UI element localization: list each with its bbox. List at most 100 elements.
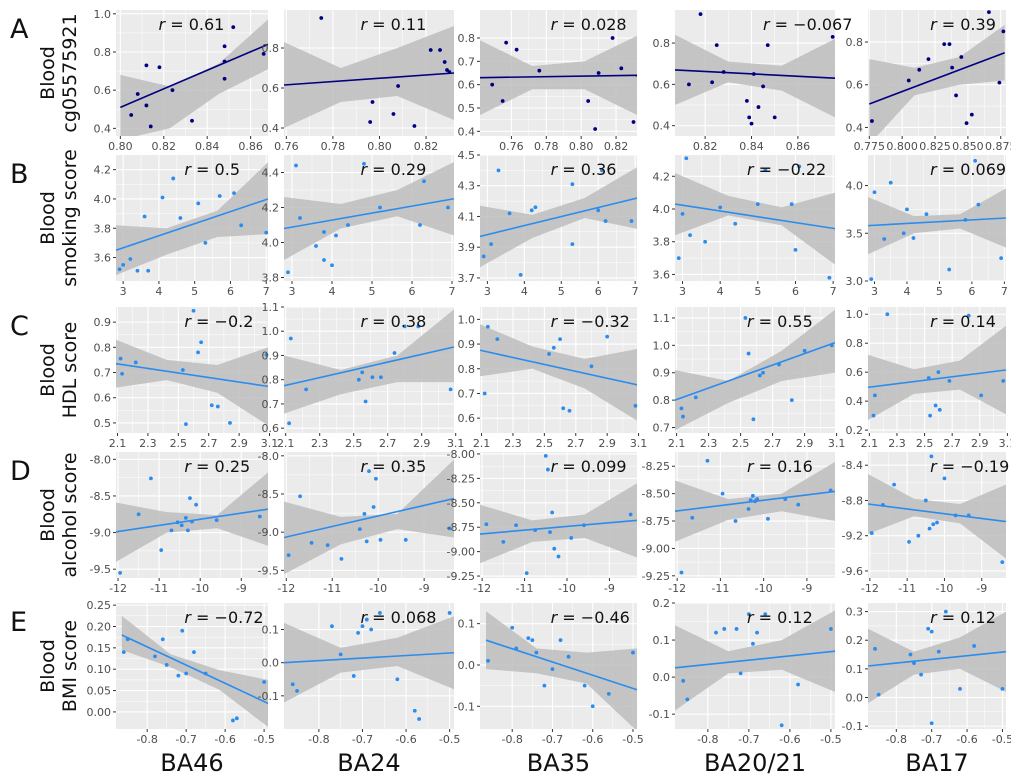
x-tick-label: -0.8 xyxy=(697,733,718,746)
correlation-label: r = 0.069 xyxy=(930,160,1006,179)
correlation-label: r = −0.46 xyxy=(551,608,630,627)
data-point xyxy=(959,55,964,59)
data-point xyxy=(142,214,147,219)
regression-line xyxy=(284,651,454,664)
y-tick-label: -9.0 xyxy=(258,526,279,539)
x-tick-label: 0.775 xyxy=(854,140,886,153)
y-tick-label: -8.25 xyxy=(642,460,670,473)
x-tick-label: -11 xyxy=(711,582,729,595)
data-point xyxy=(566,654,571,659)
data-point xyxy=(882,237,887,241)
correlation-label: r = 0.16 xyxy=(747,457,813,476)
data-point xyxy=(685,697,690,702)
data-point xyxy=(789,398,794,403)
x-tick-label: 2.9 xyxy=(971,437,989,450)
data-point xyxy=(298,216,302,220)
data-point xyxy=(802,348,807,353)
data-point xyxy=(679,570,684,575)
x-tick-label: -0.6 xyxy=(214,733,235,746)
x-tick-label: -0.8 xyxy=(886,733,907,746)
x-tick-label: -0.6 xyxy=(395,733,416,746)
data-point xyxy=(215,404,220,409)
data-point xyxy=(933,403,938,408)
data-point xyxy=(733,221,738,226)
data-point xyxy=(373,476,378,481)
correlation-label: r = 0.38 xyxy=(361,312,427,331)
y-tick-label: -0.1 xyxy=(454,700,475,713)
data-point xyxy=(929,721,934,726)
data-point xyxy=(942,42,947,47)
data-point xyxy=(363,399,368,404)
y-tick-label: 1.0 xyxy=(262,325,280,338)
y-tick-label: 3.8 xyxy=(94,222,112,235)
y-tick-label: 4.0 xyxy=(653,203,671,216)
data-point xyxy=(1000,560,1005,565)
data-point xyxy=(603,219,608,223)
y-tick-label: 0.6 xyxy=(458,79,476,92)
data-point xyxy=(734,627,739,631)
data-point xyxy=(718,205,723,210)
data-point xyxy=(958,687,962,691)
data-point xyxy=(534,650,539,655)
x-tick-label: 2.9 xyxy=(598,437,616,450)
data-point xyxy=(917,67,922,72)
data-point xyxy=(500,99,505,103)
y-tick-label: 0.3 xyxy=(846,606,864,619)
data-point xyxy=(184,671,189,676)
y-tick-label: 0.5 xyxy=(94,417,112,430)
x-tick-label: -11 xyxy=(323,582,341,595)
regression-line xyxy=(480,519,637,535)
data-point xyxy=(537,68,542,73)
y-tick-label: 4.0 xyxy=(846,180,864,193)
y-tick-label: 4.4 xyxy=(262,167,280,180)
x-tick-label: -10 xyxy=(755,582,773,595)
data-point xyxy=(133,360,138,365)
data-point xyxy=(290,682,295,687)
data-point xyxy=(125,637,130,642)
data-point xyxy=(733,519,738,523)
data-point xyxy=(738,671,743,676)
correlation-label: r = 0.35 xyxy=(361,457,427,476)
data-point xyxy=(570,182,575,187)
data-point xyxy=(129,113,134,117)
data-point xyxy=(705,458,710,463)
data-point xyxy=(750,493,755,498)
y-tick-label: 0.0 xyxy=(458,659,476,672)
regression-line xyxy=(284,497,454,539)
scatter-panel: 0.80 0.82 0.84 0.86 0.4 0.6 0.8 1.0 r = 0.61 xyxy=(94,8,268,153)
x-tick-label: 3.1 xyxy=(999,437,1011,450)
y-tick-label: -8.5 xyxy=(90,490,111,503)
x-tick-label: -0.5 xyxy=(992,733,1011,746)
x-tick-label: -10 xyxy=(369,582,387,595)
x-tick-label: -10 xyxy=(558,582,576,595)
data-point xyxy=(876,692,881,697)
data-point xyxy=(550,667,555,671)
data-point xyxy=(714,630,718,635)
data-point xyxy=(121,650,126,655)
x-tick-label: -11 xyxy=(150,582,168,595)
x-tick-label: -0.8 xyxy=(136,733,157,746)
data-point xyxy=(184,422,188,427)
data-point xyxy=(924,212,929,217)
row-label-line: BMI score xyxy=(59,620,81,712)
data-point xyxy=(693,395,698,400)
x-tick-label: 5 xyxy=(754,285,761,298)
data-point xyxy=(222,76,227,81)
y-tick-label: 3.6 xyxy=(653,268,671,281)
x-tick-label: 2.7 xyxy=(200,437,218,450)
data-point xyxy=(377,611,382,615)
data-point xyxy=(912,661,916,666)
data-point xyxy=(504,40,509,45)
y-tick-label: 0.7 xyxy=(458,55,476,68)
scatter-panel: -0.8 -0.7 -0.6 -0.5 0.3 0.2 0.1 0.0 -0.1 r = 0.12 xyxy=(842,603,1011,746)
data-point xyxy=(881,502,885,507)
data-point xyxy=(596,208,601,213)
data-point xyxy=(438,48,442,52)
data-point xyxy=(370,375,375,380)
data-point xyxy=(507,211,512,216)
data-point xyxy=(179,523,184,528)
regression-line xyxy=(116,198,268,251)
data-point xyxy=(687,82,691,87)
y-tick-label: 0.15 xyxy=(87,642,112,655)
